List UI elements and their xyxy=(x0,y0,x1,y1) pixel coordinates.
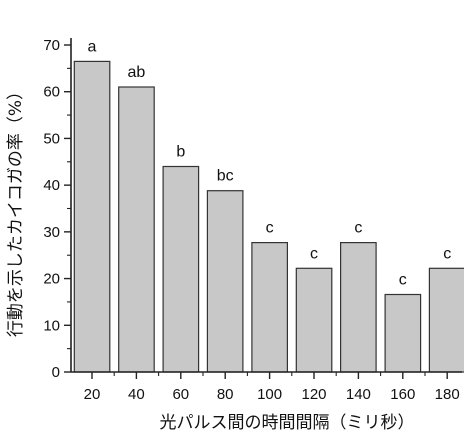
bar-120 xyxy=(295,267,333,373)
bar-180 xyxy=(428,267,464,373)
bar-100 xyxy=(251,242,288,373)
x-axis: 20 40 60 80 100 120 140 160 180 xyxy=(71,371,462,403)
significance-label-60: b xyxy=(176,144,185,161)
significance-label-40: ab xyxy=(128,64,146,81)
x-tick-label-100: 100 xyxy=(257,386,282,403)
bars-group xyxy=(73,60,464,373)
y-tick-label-50: 50 xyxy=(43,130,60,147)
significance-label-20: a xyxy=(88,38,97,55)
bar-60 xyxy=(162,165,200,373)
significance-label-160: c xyxy=(399,272,407,289)
y-tick-label-20: 20 xyxy=(43,271,60,288)
significance-labels: a ab b bc c c c c c xyxy=(88,38,452,288)
bar-40 xyxy=(118,86,155,373)
y-tick-label-60: 60 xyxy=(43,84,60,101)
x-tick-label-140: 140 xyxy=(346,386,371,403)
x-tick-label-160: 160 xyxy=(390,386,415,403)
y-tick-label-40: 40 xyxy=(43,177,60,194)
significance-label-120: c xyxy=(310,245,318,262)
y-tick-label-30: 30 xyxy=(43,224,60,241)
y-tick-label-70: 70 xyxy=(43,37,60,54)
y-tick-label-0: 0 xyxy=(52,364,60,381)
significance-label-180: c xyxy=(443,245,451,262)
bar-160 xyxy=(384,293,422,373)
significance-label-100: c xyxy=(266,220,274,237)
x-tick-label-80: 80 xyxy=(217,386,234,403)
x-tick-label-40: 40 xyxy=(128,386,145,403)
x-tick-label-60: 60 xyxy=(172,386,189,403)
bar-20 xyxy=(73,60,111,373)
bar-80 xyxy=(206,190,244,373)
x-axis-title: 光パルス間の時間間隔（ミリ秒） xyxy=(160,413,415,433)
significance-label-80: bc xyxy=(217,168,234,185)
x-tick-label-120: 120 xyxy=(301,386,326,403)
significance-label-140: c xyxy=(354,220,362,237)
x-tick-label-20: 20 xyxy=(84,386,101,403)
y-tick-label-10: 10 xyxy=(43,317,60,334)
bar-140 xyxy=(340,242,377,373)
x-tick-label-180: 180 xyxy=(435,386,460,403)
y-axis: 0 10 20 30 40 50 60 70 xyxy=(43,37,72,381)
y-axis-title: 行動を示したカイコガの率（%） xyxy=(6,83,26,337)
